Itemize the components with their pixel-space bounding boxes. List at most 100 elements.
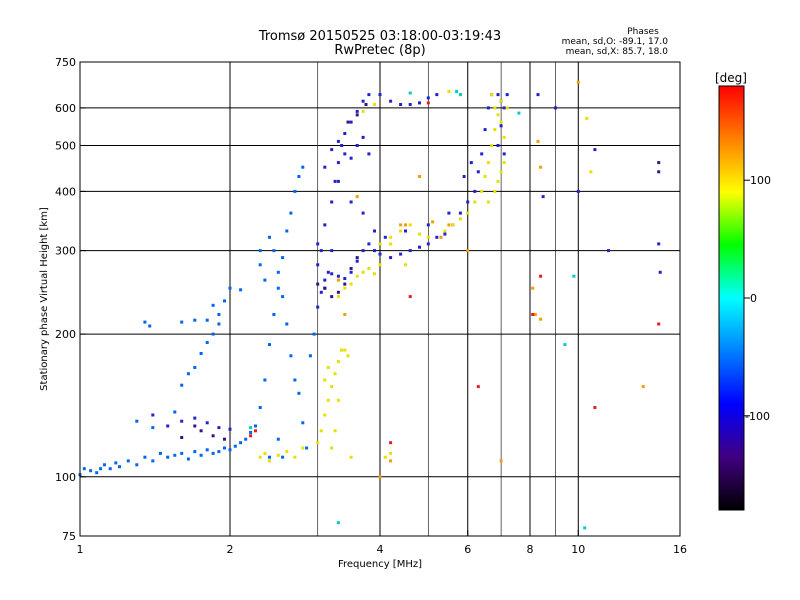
data-point [285, 322, 289, 326]
data-point [496, 113, 500, 117]
data-point [272, 313, 276, 316]
data-point [293, 455, 297, 459]
data-point [658, 270, 662, 274]
data-point [455, 90, 459, 93]
data-point [361, 249, 365, 253]
data-point [496, 93, 500, 97]
data-point [173, 410, 177, 414]
data-point [483, 175, 487, 178]
data-point [349, 455, 353, 459]
chart-subtitle: RwPretec (8p) [334, 43, 425, 58]
data-point [323, 378, 327, 382]
data-point [502, 161, 506, 165]
data-point [496, 179, 500, 183]
data-point [536, 139, 540, 143]
data-point [143, 455, 147, 459]
legend-line-o: mean, sd,O: -89.1, 17.0 [562, 37, 669, 47]
data-point [151, 459, 155, 463]
data-point [180, 419, 184, 423]
data-point [268, 343, 271, 347]
data-point [408, 91, 412, 95]
data-point [340, 348, 344, 352]
data-point [316, 263, 320, 267]
y-tick-label: 300 [55, 245, 76, 258]
data-point [258, 249, 262, 253]
data-point [447, 223, 451, 227]
data-point [593, 148, 597, 152]
data-point [211, 303, 215, 307]
data-point [490, 144, 494, 147]
data-point [263, 278, 267, 282]
data-point [473, 189, 477, 193]
y-tick-label: 600 [55, 102, 76, 115]
data-point [399, 229, 403, 233]
data-point [263, 378, 267, 382]
data-point [228, 286, 232, 290]
y-tick-label: 100 [55, 471, 76, 484]
data-point [458, 211, 462, 215]
data-point [135, 419, 139, 423]
x-tick-label: 2 [227, 543, 234, 556]
data-point [349, 270, 353, 274]
x-tick-label: 1 [77, 543, 84, 556]
data-point [563, 343, 567, 347]
data-point [336, 521, 340, 525]
data-point [180, 436, 184, 439]
data-point [336, 398, 340, 402]
data-point [285, 450, 289, 454]
data-point [355, 144, 359, 147]
data-point [239, 441, 243, 445]
x-tick-label: 8 [527, 543, 534, 556]
data-point [361, 211, 365, 215]
data-point [502, 152, 506, 156]
data-point [389, 451, 393, 455]
data-point [378, 263, 382, 267]
data-point [496, 144, 500, 147]
data-point [355, 109, 359, 113]
data-point [340, 144, 344, 147]
data-point [418, 175, 421, 178]
data-point [404, 229, 407, 233]
data-point [657, 242, 661, 246]
data-point [211, 434, 215, 438]
data-point [349, 282, 353, 286]
data-point [336, 139, 340, 143]
y-tick-label: 75 [62, 530, 76, 543]
data-point [308, 354, 312, 358]
data-point [378, 93, 382, 97]
data-point [447, 90, 451, 93]
data-point [378, 242, 382, 246]
data-point [316, 282, 320, 286]
data-point [276, 437, 280, 441]
data-point [657, 170, 661, 174]
data-point [469, 161, 473, 165]
data-point [466, 200, 470, 204]
data-point [330, 249, 334, 253]
data-point [205, 421, 209, 425]
data-point [389, 441, 393, 445]
data-point [268, 235, 271, 239]
data-point [451, 223, 455, 227]
data-point [404, 223, 407, 227]
data-point [330, 148, 334, 152]
colorbar-tick-label: -100 [745, 410, 770, 423]
data-point [458, 93, 462, 97]
data-point [166, 424, 170, 428]
data-point [499, 170, 503, 174]
data-point [389, 256, 393, 260]
data-point [531, 313, 535, 316]
data-point [349, 120, 353, 124]
data-point [114, 461, 118, 465]
data-point [173, 453, 177, 457]
y-tick-labels: 75 100 200 300 400 500 600 750 [55, 56, 86, 543]
data-point [486, 161, 490, 165]
data-point [330, 446, 334, 450]
data-point [355, 195, 359, 199]
data-point [383, 235, 387, 239]
data-point [373, 103, 376, 106]
data-point [180, 383, 184, 387]
y-tick-label: 500 [55, 139, 76, 152]
data-point [426, 235, 430, 239]
x-tick-label: 16 [673, 543, 687, 556]
data-point [373, 249, 376, 253]
